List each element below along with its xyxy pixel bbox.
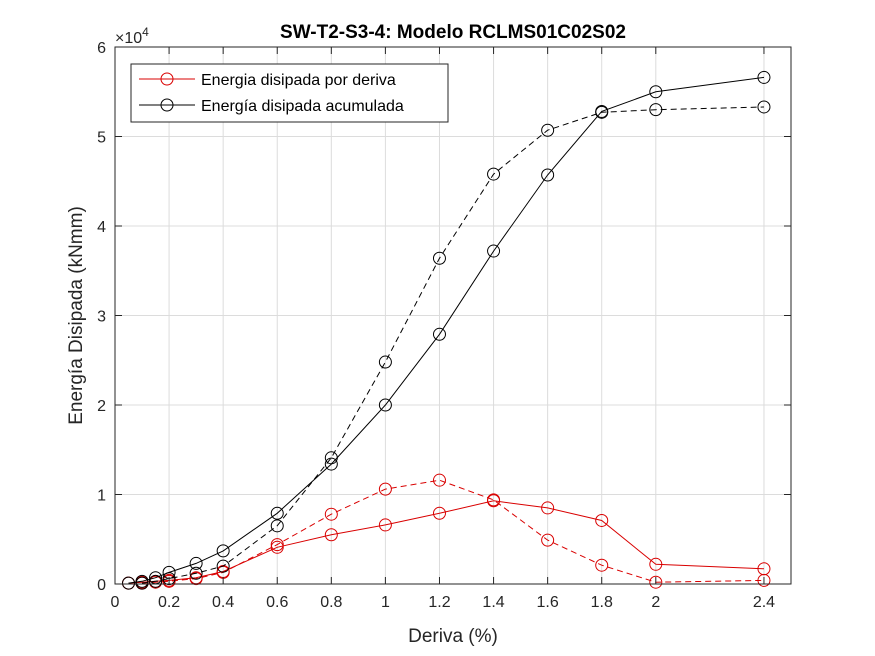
x-tick-label: 0: [111, 594, 120, 611]
data-point: [757, 573, 771, 587]
x-tick-label: 2: [651, 594, 660, 611]
y-tick-labels: 0 1 2 3 4 5 6: [97, 40, 106, 594]
data-point: [216, 559, 230, 573]
legend-marker: [160, 72, 174, 86]
legend: Energia disipada por deriva Energía disip…: [130, 63, 449, 123]
y-tick-label: 2: [97, 398, 106, 415]
data-point: [541, 123, 555, 137]
legend-marker: [160, 98, 174, 112]
x-tick-label: 1: [381, 594, 390, 611]
data-point: [432, 473, 446, 487]
x-tick-label: 0.8: [320, 594, 342, 611]
series-line: [128, 76, 765, 584]
series-layer: [122, 70, 771, 590]
data-point: [378, 518, 392, 532]
data-point: [189, 566, 203, 580]
data-point: [432, 506, 446, 520]
data-point: [135, 576, 149, 590]
data-point: [270, 519, 284, 533]
data-point: [432, 251, 446, 265]
data-point: [270, 540, 284, 554]
y-tick-label: 6: [97, 40, 106, 57]
series-1: [135, 473, 771, 590]
data-point: [162, 572, 176, 586]
tick-marks: [114, 46, 791, 585]
x-tick-label: 0.2: [158, 594, 180, 611]
series-3: [135, 100, 771, 590]
legend-entry: Energía disipada acumulada: [139, 98, 404, 115]
data-point: [324, 451, 338, 465]
data-point: [122, 576, 136, 590]
legend-label: Energía disipada acumulada: [201, 98, 404, 115]
data-point: [324, 457, 338, 471]
data-point: [324, 528, 338, 542]
y-axis-exponent-base: ×10: [115, 30, 142, 47]
x-tick-label: 1.4: [482, 594, 504, 611]
data-point: [595, 105, 609, 119]
data-point: [189, 556, 203, 570]
y-tick-label: 0: [97, 577, 106, 594]
data-point: [270, 506, 284, 520]
x-tick-label: 1.6: [537, 594, 559, 611]
legend-box: [130, 63, 449, 123]
series-0: [122, 494, 771, 590]
y-tick-label: 1: [97, 488, 106, 505]
data-point: [216, 544, 230, 558]
x-tick-label: 1.2: [428, 594, 450, 611]
data-point: [649, 103, 663, 117]
y-tick-label: 5: [97, 130, 106, 147]
grid-lines: [114, 46, 791, 585]
data-point: [649, 575, 663, 589]
data-point: [487, 244, 501, 258]
data-point: [149, 574, 163, 588]
data-point: [649, 85, 663, 99]
legend-entry: Energia disipada por deriva: [139, 72, 396, 89]
series-line: [141, 106, 765, 584]
x-tick-label: 1.8: [591, 594, 613, 611]
data-point: [378, 398, 392, 412]
chart-title: SW-T2-S3-4: Modelo RCLMS01C02S02: [280, 22, 626, 43]
data-point: [487, 167, 501, 181]
x-tick-label: 0.6: [266, 594, 288, 611]
x-tick-labels: 0 0.2 0.4 0.6 0.8 1 1.2 1.4 1.6 1.8 2 2.4: [111, 594, 776, 611]
x-tick-label: 0.4: [212, 594, 234, 611]
legend-label: Energia disipada por deriva: [201, 72, 396, 89]
data-point: [270, 538, 284, 552]
data-point: [324, 507, 338, 521]
data-point: [757, 70, 771, 84]
y-axis-exponent-power: 4: [142, 25, 149, 39]
series-line: [128, 500, 765, 584]
data-point: [162, 574, 176, 588]
x-axis-label: Deriva (%): [408, 626, 498, 647]
data-point: [189, 572, 203, 586]
data-point: [757, 100, 771, 114]
data-point: [541, 533, 555, 547]
y-tick-label: 4: [97, 219, 106, 236]
y-axis-exponent: ×104: [115, 25, 149, 47]
data-point: [378, 355, 392, 369]
series-line: [141, 479, 765, 584]
data-point: [487, 493, 501, 507]
data-point: [541, 501, 555, 515]
data-point: [432, 327, 446, 341]
y-axis-label: Energía Disipada (kNmm): [66, 206, 87, 425]
data-point: [595, 558, 609, 572]
data-point: [378, 482, 392, 496]
x-tick-label: 2.4: [753, 594, 775, 611]
data-point: [541, 168, 555, 182]
data-point: [595, 513, 609, 527]
y-tick-label: 3: [97, 309, 106, 326]
data-point: [649, 557, 663, 571]
